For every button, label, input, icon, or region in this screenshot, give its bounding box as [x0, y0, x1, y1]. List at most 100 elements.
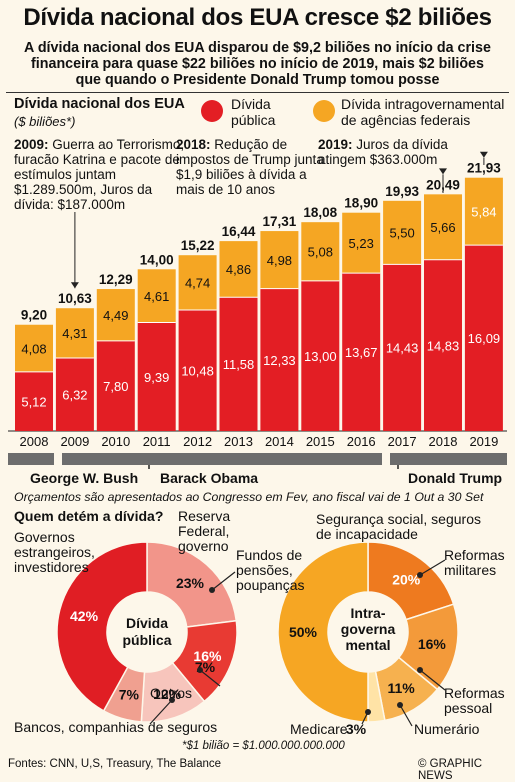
bar-intragov-2019: [464, 177, 503, 246]
bar-public-2012: [178, 309, 217, 431]
donut-public-pct-2: 12%: [153, 686, 182, 702]
label-total-2013: 16,44: [222, 224, 256, 239]
donut-intragov-pct-small: 3%: [346, 721, 367, 737]
label-total-2017: 19,93: [385, 184, 419, 199]
tick-2018: 2018: [429, 434, 458, 449]
leader-banks: [149, 699, 173, 725]
leader-banks-dot: [169, 697, 175, 703]
label-public-2011: 9,39: [144, 370, 169, 385]
label-public-2009: 6,32: [62, 388, 87, 403]
president-bar-trump: [390, 453, 507, 465]
donut-intragov-center-line2: governa: [341, 621, 396, 637]
bar-intragov-2018: [424, 194, 462, 260]
label-intragov-2019: 5,84: [471, 204, 496, 219]
donut-intragov-pct-4: 50%: [289, 624, 318, 640]
bar-public-2013: [219, 297, 258, 431]
leader-funds-dot: [209, 587, 215, 593]
label-foreign-governments: Governos estrangeiros, investidores: [14, 529, 95, 575]
leader-cash-dot: [397, 702, 403, 708]
label-total-2010: 12,29: [99, 272, 133, 287]
donut-public-pct-4: 42%: [70, 608, 99, 624]
legend-public-swatch: [201, 100, 223, 122]
annotation-year: 2009:: [14, 137, 49, 152]
bar-public-2009: [55, 358, 94, 431]
label-federal-reserve: Reserva Federal, governo: [178, 508, 231, 554]
tick-2017: 2017: [388, 434, 417, 449]
label-public-2012: 10,48: [181, 363, 214, 378]
sources: Fontes: CNN, U,S, Treasury, The Balance: [8, 758, 222, 770]
annotation-year: 2019:: [318, 137, 353, 152]
label-intragov-2017: 5,50: [389, 226, 414, 241]
tick-2019: 2019: [469, 434, 498, 449]
label-banks: Bancos, companhias de seguros: [14, 719, 218, 735]
bar-intragov-2016: [342, 212, 381, 274]
tick-2014: 2014: [265, 434, 294, 449]
tick-2008: 2008: [20, 434, 49, 449]
label-total-2011: 14,00: [140, 252, 174, 267]
bar-intragov-2014: [260, 231, 299, 289]
donut-intragov-hole: [330, 594, 406, 670]
president-trump: Donald Trump: [408, 470, 503, 486]
label-intragov-2015: 5,08: [308, 245, 333, 260]
leader-cash: [399, 704, 413, 727]
label-intragov-2010: 4,49: [103, 308, 128, 323]
bar-public-2017: [383, 264, 422, 431]
bar-intragov-2011: [137, 269, 176, 323]
bar-intragov-2015: [301, 222, 340, 281]
tick-2016: 2016: [347, 434, 376, 449]
label-pension-funds: Fundos de pensões, poupanças: [236, 547, 305, 593]
bar-public-2011: [137, 322, 176, 431]
chart-unit: ($ biliões*): [14, 114, 76, 129]
tick-2013: 2013: [224, 434, 253, 449]
donut-public-pct-3: 7%: [119, 686, 140, 702]
label-total-2008: 9,20: [21, 308, 47, 323]
leader-military-dot: [417, 572, 423, 578]
donut-public-slice-4: [56, 541, 148, 712]
annotation-year: 2018:: [176, 137, 211, 152]
tick-2012: 2012: [183, 434, 212, 449]
label-total-2014: 17,31: [263, 214, 297, 229]
donut-public-hole: [109, 594, 185, 670]
president-obama: Barack Obama: [160, 470, 259, 486]
president-bar-bush: [8, 453, 54, 465]
footnote: *$1 bilião = $1.000.000.000.000: [182, 740, 345, 752]
label-intragov-2009: 4,31: [62, 326, 87, 341]
bar-public-2008: [15, 371, 53, 431]
label-total-2009: 10,63: [58, 291, 92, 306]
tick-2010: 2010: [101, 434, 130, 449]
label-public-2016: 13,67: [345, 345, 378, 360]
bar-public-2015: [301, 280, 340, 431]
tick-2011: 2011: [143, 434, 171, 449]
president-bush: George W. Bush: [30, 470, 139, 486]
donut-intragov-center-line1: Intra-: [351, 605, 386, 621]
donut-public-pct-1: 16%: [193, 648, 222, 664]
label-intragov-2016: 5,23: [349, 236, 374, 251]
label-intragov-2014: 4,98: [267, 253, 292, 268]
label-cash: Numerário: [414, 721, 480, 737]
donut-intragov-slice-4: [277, 541, 369, 723]
leader-medicare-dot: [365, 709, 371, 715]
label-public-2019: 16,09: [468, 331, 501, 346]
who-holds-heading: Quem detém a dívida?: [14, 508, 164, 524]
label-public-2015: 13,00: [304, 349, 337, 364]
label-public-2014: 12,33: [263, 353, 296, 368]
donut-intragov-pct-2: 11%: [387, 680, 415, 696]
label-military: Reformas militares: [444, 547, 505, 578]
annotation-2019: 2019: Juros da dívida atingem $363.000m: [318, 137, 478, 167]
label-public-2008: 5,12: [21, 394, 46, 409]
annotation-text: Guerra ao Terrorismo, furacão Katrina e …: [14, 137, 185, 212]
label-social-security: Segurança social, seguros de incapacidad…: [316, 511, 481, 542]
label-public-2013: 11,58: [223, 357, 255, 372]
tick-2009: 2009: [60, 434, 89, 449]
page-title: Dívida nacional dos EUA cresce $2 biliõe…: [23, 4, 492, 31]
label-intragov-2013: 4,86: [226, 262, 251, 277]
label-others: Outros: [150, 685, 193, 701]
annotation-2018: 2018: Redução de impostos de Trump junta…: [176, 137, 334, 197]
divider: [6, 92, 509, 93]
president-bar-obama: [62, 453, 382, 465]
label-public-2010: 7,80: [103, 379, 128, 394]
donut-intragov-pct-0: 20%: [392, 571, 421, 587]
bar-intragov-2012: [178, 255, 217, 310]
label-public-2018: 14,83: [427, 338, 460, 353]
